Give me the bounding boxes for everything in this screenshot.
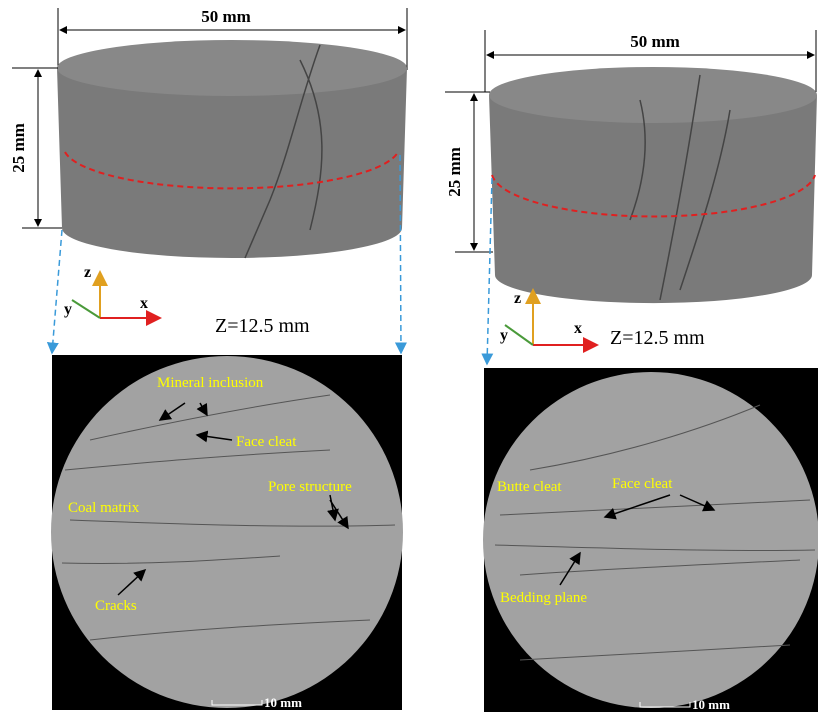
annotation: Face cleat xyxy=(236,434,297,450)
width-label: 50 mm xyxy=(201,7,251,26)
z-label: z xyxy=(514,290,521,307)
width-label: 50 mm xyxy=(630,32,680,51)
y-label: y xyxy=(64,301,72,318)
cylinder-top xyxy=(489,67,817,123)
annotation: Coal matrix xyxy=(68,500,140,516)
ct-slice xyxy=(51,356,403,708)
annotation: Bedding plane xyxy=(500,590,587,606)
cylinder-body xyxy=(57,68,407,258)
y-axis xyxy=(72,300,100,318)
x-label: x xyxy=(140,295,148,312)
z-label: z xyxy=(84,264,91,281)
annotation: Butte cleat xyxy=(497,479,562,495)
annotation: Cracks xyxy=(95,598,137,614)
annotation: Mineral inclusion xyxy=(157,375,264,391)
cylinder-body xyxy=(489,95,817,303)
projection-line xyxy=(487,178,492,364)
left-panel: 50 mm 25 mm z x y Z=12.5 mm Mineral incl… xyxy=(9,7,407,710)
figure: 50 mm 25 mm z x y Z=12.5 mm Mineral incl… xyxy=(0,0,818,718)
x-label: x xyxy=(574,320,582,337)
scale-label: 10 mm xyxy=(264,695,302,710)
annotation: Pore structure xyxy=(268,479,352,495)
ct-slice xyxy=(483,372,818,708)
projection-line xyxy=(52,230,62,353)
cylinder-top xyxy=(57,40,407,96)
slice-label: Z=12.5 mm xyxy=(215,315,310,337)
scale-label: 10 mm xyxy=(692,697,730,712)
height-label: 25 mm xyxy=(445,147,464,197)
height-label: 25 mm xyxy=(9,123,28,173)
slice-label: Z=12.5 mm xyxy=(610,327,705,349)
y-label: y xyxy=(500,327,508,344)
annotation: Face cleat xyxy=(612,476,673,492)
right-panel: 50 mm 25 mm z x y Z=12.5 mm Butte cleat … xyxy=(445,30,818,712)
y-axis xyxy=(505,325,533,345)
